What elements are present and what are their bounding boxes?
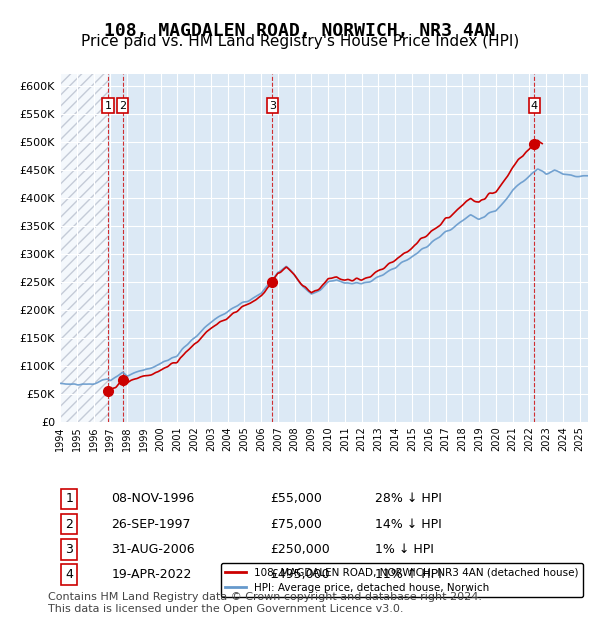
Text: 108, MAGDALEN ROAD, NORWICH, NR3 4AN: 108, MAGDALEN ROAD, NORWICH, NR3 4AN <box>104 22 496 40</box>
Bar <box>60 74 108 422</box>
Bar <box>60 74 108 422</box>
Text: 14% ↓ HPI: 14% ↓ HPI <box>376 518 442 531</box>
Text: 28% ↓ HPI: 28% ↓ HPI <box>376 492 442 505</box>
Text: £250,000: £250,000 <box>270 543 329 556</box>
Text: 4: 4 <box>531 100 538 110</box>
Text: £55,000: £55,000 <box>270 492 322 505</box>
Text: 19-APR-2022: 19-APR-2022 <box>112 568 192 581</box>
Text: 31-AUG-2006: 31-AUG-2006 <box>112 543 195 556</box>
Text: 08-NOV-1996: 08-NOV-1996 <box>112 492 194 505</box>
Text: £75,000: £75,000 <box>270 518 322 531</box>
Text: 1: 1 <box>65 492 73 505</box>
Text: 4: 4 <box>65 568 73 581</box>
Text: 26-SEP-1997: 26-SEP-1997 <box>112 518 191 531</box>
Text: 1% ↓ HPI: 1% ↓ HPI <box>376 543 434 556</box>
Text: 1: 1 <box>104 100 112 110</box>
Text: £495,000: £495,000 <box>270 568 329 581</box>
Text: 3: 3 <box>65 543 73 556</box>
Legend: 108, MAGDALEN ROAD, NORWICH, NR3 4AN (detached house), HPI: Average price, detac: 108, MAGDALEN ROAD, NORWICH, NR3 4AN (de… <box>221 564 583 597</box>
Text: Price paid vs. HM Land Registry's House Price Index (HPI): Price paid vs. HM Land Registry's House … <box>81 34 519 49</box>
Text: 2: 2 <box>65 518 73 531</box>
Text: 11% ↑ HPI: 11% ↑ HPI <box>376 568 442 581</box>
Text: Contains HM Land Registry data © Crown copyright and database right 2024.
This d: Contains HM Land Registry data © Crown c… <box>48 592 482 614</box>
Text: 2: 2 <box>119 100 126 110</box>
Text: 3: 3 <box>269 100 276 110</box>
